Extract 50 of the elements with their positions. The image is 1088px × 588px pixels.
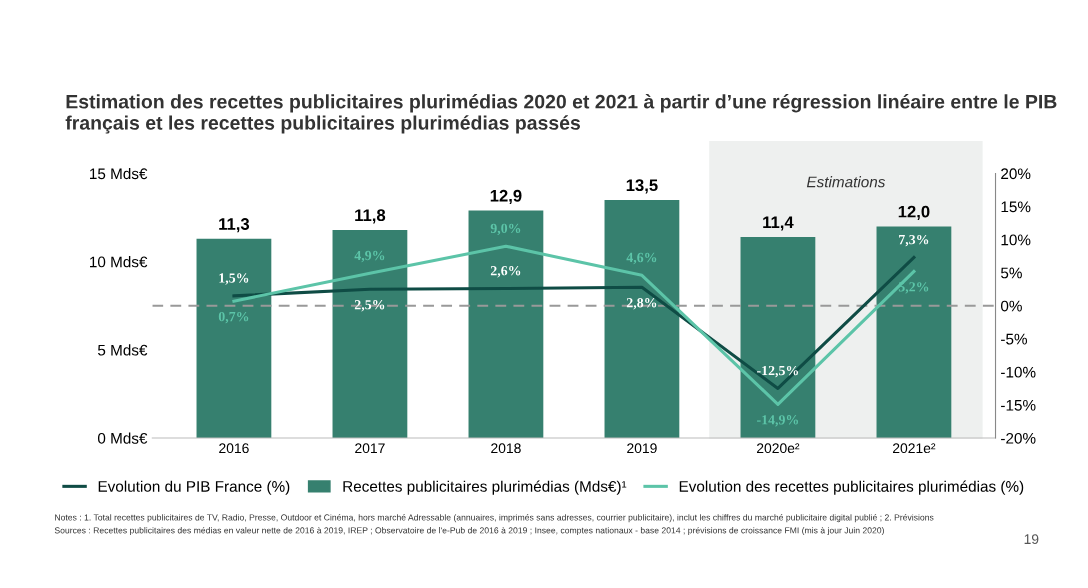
x-tick-label: 2018 — [491, 443, 521, 454]
source-note: Sources : Recettes publicitaires des médias en valeur nette de 2016 à 2019, IREP ; Observatoire de l'e-Pub de 2016 à 2019 ; Insee, comptes nationaux - base 2014 ; prévisions de croissance FMI (mis à jour Juin 2020) — [54, 526, 884, 536]
data-label: 12,0 — [898, 205, 930, 220]
data-label: 13,5 — [626, 179, 658, 194]
bar — [876, 226, 952, 439]
data-label: 4,6% — [626, 252, 657, 265]
y2-tick-label: 20% — [1001, 168, 1031, 180]
legend-label: Evolution des recettes publicitaires plurimédias (%) — [679, 480, 1024, 495]
chart-title: Estimation des recettes publicitaires plurimédias 2020 et 2021 à partir d’une régression linéaire entre le PIB français et les recettes publicitaires plurimédias passés — [65, 94, 1057, 134]
y-tick-label: 0 Mds€ — [97, 432, 148, 444]
data-label: 11,8 — [355, 209, 386, 224]
data-label: 2,5% — [354, 299, 385, 312]
y2-tick-label: -5% — [1001, 333, 1028, 345]
bar — [196, 238, 272, 439]
x-tick-label: 2017 — [355, 443, 385, 454]
data-label: -14,9% — [757, 415, 799, 427]
data-label: 11,4 — [763, 216, 794, 231]
y2-tick-label: -10% — [1001, 366, 1036, 378]
data-label: 4,9% — [354, 250, 385, 263]
y-tick-label: 5 Mds€ — [97, 344, 148, 356]
data-label: 7,3% — [899, 234, 929, 247]
x-tick-label: 2020e² — [757, 443, 800, 454]
data-label: 12,9 — [490, 189, 522, 205]
y2-tick-label: -15% — [1001, 399, 1036, 411]
data-label: 11,3 — [219, 218, 250, 233]
y2-tick-label: 15% — [1001, 201, 1031, 213]
y-tick-label: 15 Mds€ — [90, 167, 148, 180]
bar — [740, 236, 816, 439]
y2-tick-label: 0% — [1000, 300, 1022, 312]
text: Notes : 1. Total recettes publicitaires de TV, Radio, Presse, Outdoor et Cinéma, hors marché Adressable (annuaires, imprimés sans adresses, courrier publicitaire), inclut les chiffres du marché publicitaire digital publié ; 2. Prévisions — [55, 514, 934, 523]
y2-tick-label: 5% — [1000, 267, 1022, 279]
x-tick-label: 2021e² — [893, 443, 936, 454]
data-label: 1,5% — [219, 273, 249, 285]
data-label: -12,5% — [757, 365, 799, 378]
y2-tick-label: 10% — [1001, 234, 1031, 246]
text: 19 — [1024, 534, 1039, 545]
data-label: 9,0% — [490, 223, 521, 236]
x-tick-label: 2019 — [627, 443, 657, 454]
y2-tick-label: -20% — [1001, 432, 1036, 444]
band-label: Estimations — [806, 176, 886, 188]
data-label: 2,8% — [626, 298, 657, 310]
bar — [604, 199, 680, 439]
bar — [332, 229, 408, 439]
legend-label: Evolution du PIB France (%) — [98, 480, 290, 495]
legend-label: Recettes publicitaires plurimédias (Mds€)¹ — [343, 480, 627, 495]
data-label: 0,7% — [218, 311, 249, 324]
y-tick-label: 10 Mds€ — [90, 256, 148, 268]
x-tick-label: 2016 — [219, 443, 249, 454]
bar — [468, 210, 544, 439]
data-label: 2,6% — [490, 266, 521, 278]
